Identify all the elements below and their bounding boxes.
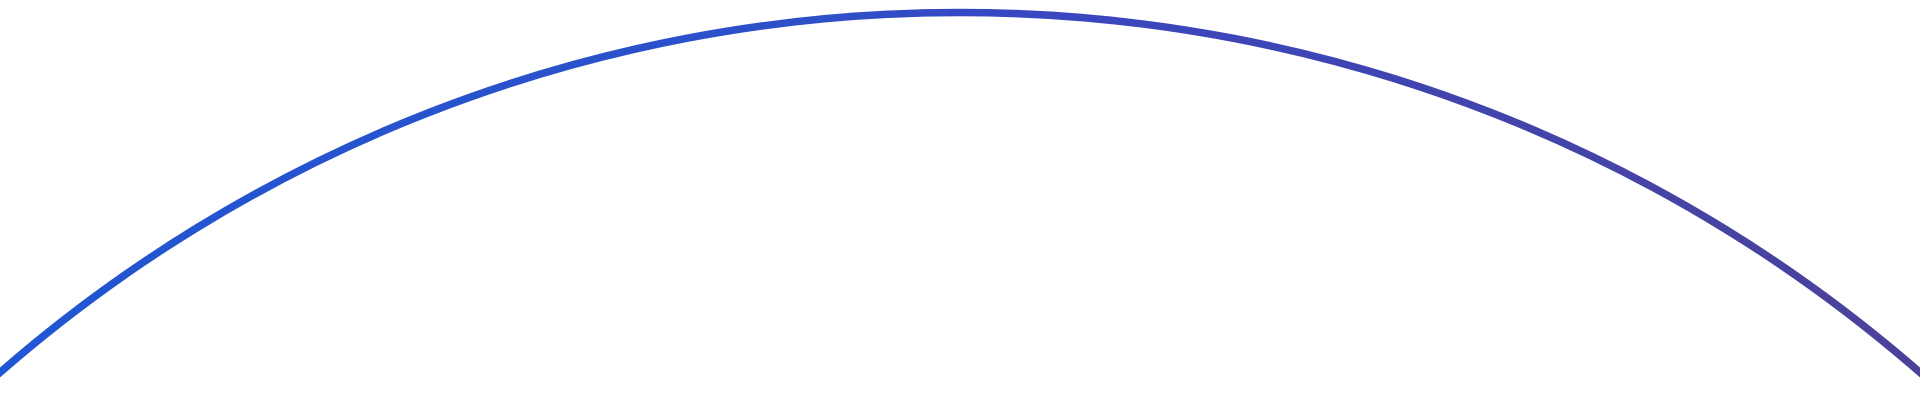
curve-line <box>0 8 1920 378</box>
